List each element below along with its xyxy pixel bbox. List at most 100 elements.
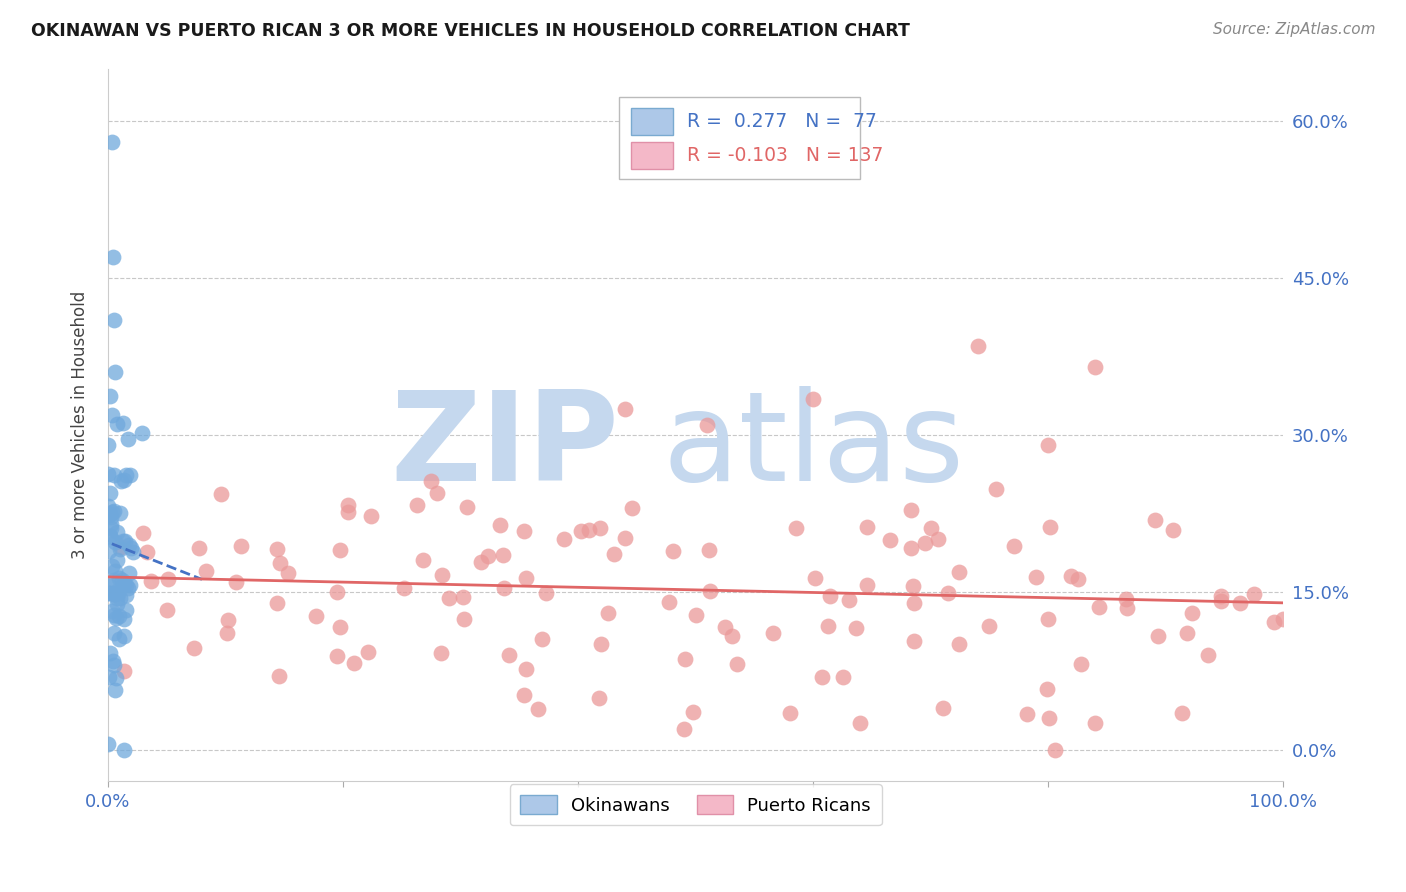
Point — [903, 579, 925, 593]
Point — [856, 578, 879, 592]
Point — [697, 543, 720, 558]
Point — [685, 608, 707, 623]
Point — [195, 565, 218, 579]
Point — [879, 533, 901, 548]
Point — [804, 571, 827, 585]
Point — [673, 652, 696, 666]
Point — [266, 596, 288, 610]
Point — [131, 425, 153, 440]
Point — [100, 521, 122, 535]
Point — [1060, 569, 1083, 583]
Point — [97, 544, 120, 558]
Point — [114, 534, 136, 549]
Point — [103, 587, 125, 601]
Point — [100, 604, 122, 618]
Point — [100, 505, 122, 519]
Point — [966, 339, 988, 353]
Point — [114, 467, 136, 482]
Point — [699, 583, 721, 598]
Point — [98, 646, 121, 660]
Point — [156, 603, 179, 617]
Point — [477, 549, 499, 563]
Point — [914, 536, 936, 550]
Point — [98, 579, 121, 593]
Point — [112, 612, 135, 626]
Point — [818, 589, 841, 603]
Point — [98, 586, 121, 600]
Point — [662, 543, 685, 558]
Point — [1163, 523, 1185, 537]
Point — [1067, 572, 1090, 586]
Point — [117, 566, 139, 580]
Point — [801, 392, 824, 406]
Point — [112, 629, 135, 643]
Point — [97, 737, 120, 751]
Point — [97, 467, 120, 482]
Point — [845, 621, 868, 635]
Point — [412, 553, 434, 567]
Point — [357, 645, 380, 659]
Point — [112, 473, 135, 487]
Point — [779, 706, 801, 720]
Point — [97, 508, 120, 522]
Point — [121, 545, 143, 559]
Text: ZIP: ZIP — [391, 385, 619, 507]
Point — [620, 500, 643, 515]
Point — [588, 690, 610, 705]
Point — [104, 365, 127, 379]
Point — [534, 586, 557, 600]
Point — [105, 583, 128, 598]
Point — [1263, 615, 1285, 630]
Point — [97, 499, 120, 513]
Point — [1038, 710, 1060, 724]
Point — [101, 250, 124, 264]
Point — [1084, 716, 1107, 731]
Point — [721, 629, 744, 643]
Point — [103, 657, 125, 672]
Point — [589, 637, 612, 651]
Point — [187, 541, 209, 556]
Point — [456, 500, 478, 515]
Point — [1144, 513, 1167, 527]
Point — [437, 591, 460, 605]
Point — [714, 620, 737, 634]
Point — [832, 670, 855, 684]
Legend: Okinawans, Puerto Ricans: Okinawans, Puerto Ricans — [509, 784, 882, 825]
Point — [614, 532, 637, 546]
Point — [103, 626, 125, 640]
Point — [1036, 612, 1059, 626]
Point — [578, 523, 600, 537]
Text: R = -0.103   N = 137: R = -0.103 N = 137 — [688, 146, 884, 165]
Point — [430, 567, 453, 582]
Point — [1147, 629, 1170, 643]
Point — [117, 433, 139, 447]
Point — [105, 552, 128, 566]
Point — [948, 637, 970, 651]
Point — [1036, 681, 1059, 696]
Point — [527, 702, 550, 716]
Point — [948, 566, 970, 580]
Point — [110, 475, 132, 489]
Point — [112, 664, 135, 678]
Point — [112, 534, 135, 549]
Point — [104, 611, 127, 625]
Point — [513, 688, 536, 702]
Point — [118, 468, 141, 483]
Point — [979, 618, 1001, 632]
Point — [132, 525, 155, 540]
Point — [115, 588, 138, 602]
Point — [217, 613, 239, 627]
Point — [849, 716, 872, 731]
Point — [326, 648, 349, 663]
Point — [696, 417, 718, 432]
Point — [336, 499, 359, 513]
Point — [588, 521, 610, 535]
Point — [498, 648, 520, 662]
Point — [900, 503, 922, 517]
Point — [215, 626, 238, 640]
Point — [614, 402, 637, 417]
Point — [903, 634, 925, 648]
Point — [569, 524, 592, 538]
Text: OKINAWAN VS PUERTO RICAN 3 OR MORE VEHICLES IN HOUSEHOLD CORRELATION CHART: OKINAWAN VS PUERTO RICAN 3 OR MORE VEHIC… — [31, 22, 910, 40]
Point — [838, 592, 860, 607]
